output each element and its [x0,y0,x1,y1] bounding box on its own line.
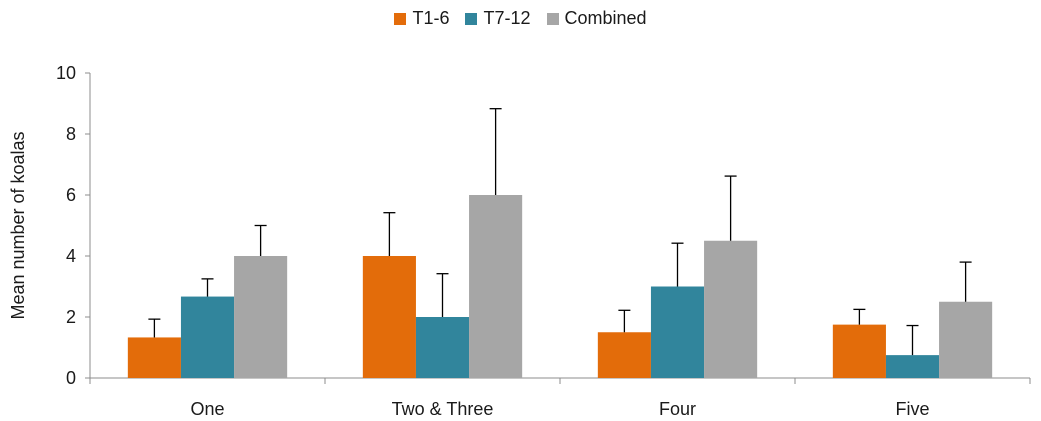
y-tick-label: 8 [66,124,76,144]
bar-combined-3 [939,301,993,378]
y-tick-label: 10 [56,63,76,83]
bar-t7-12-2 [650,286,705,378]
legend-swatch-t7-12 [465,12,478,25]
bar-t7-12-3 [885,355,940,378]
bar-t1-6-0 [127,337,181,378]
bar-combined-1 [469,195,523,378]
bar-combined-2 [704,240,758,378]
x-tick-label: Five [895,399,929,419]
legend-item-t1-6: T1-6 [394,8,449,29]
legend-item-combined: Combined [546,8,647,29]
chart-legend: T1-6 T7-12 Combined [0,8,1041,29]
bar-t1-6-2 [597,332,651,378]
y-tick-label: 2 [66,307,76,327]
bar-t7-12-0 [180,296,235,378]
x-tick-label: Four [659,399,696,419]
x-tick-label: One [190,399,224,419]
legend-label-t1-6: T1-6 [412,8,450,28]
legend-item-t7-12: T7-12 [465,8,531,29]
bar-t1-6-1 [362,256,416,378]
bar-combined-0 [234,256,288,378]
legend-swatch-combined [546,12,559,25]
bar-t7-12-1 [415,317,470,378]
legend-label-combined: Combined [564,8,647,28]
legend-label-t7-12: T7-12 [483,8,531,28]
y-axis-label: Mean number of koalas [8,131,28,319]
y-tick-label: 4 [66,246,76,266]
legend-swatch-t1-6 [394,12,407,25]
bar-t1-6-3 [832,324,886,378]
y-tick-label: 0 [66,368,76,388]
x-tick-label: Two & Three [392,399,494,419]
y-tick-label: 6 [66,185,76,205]
